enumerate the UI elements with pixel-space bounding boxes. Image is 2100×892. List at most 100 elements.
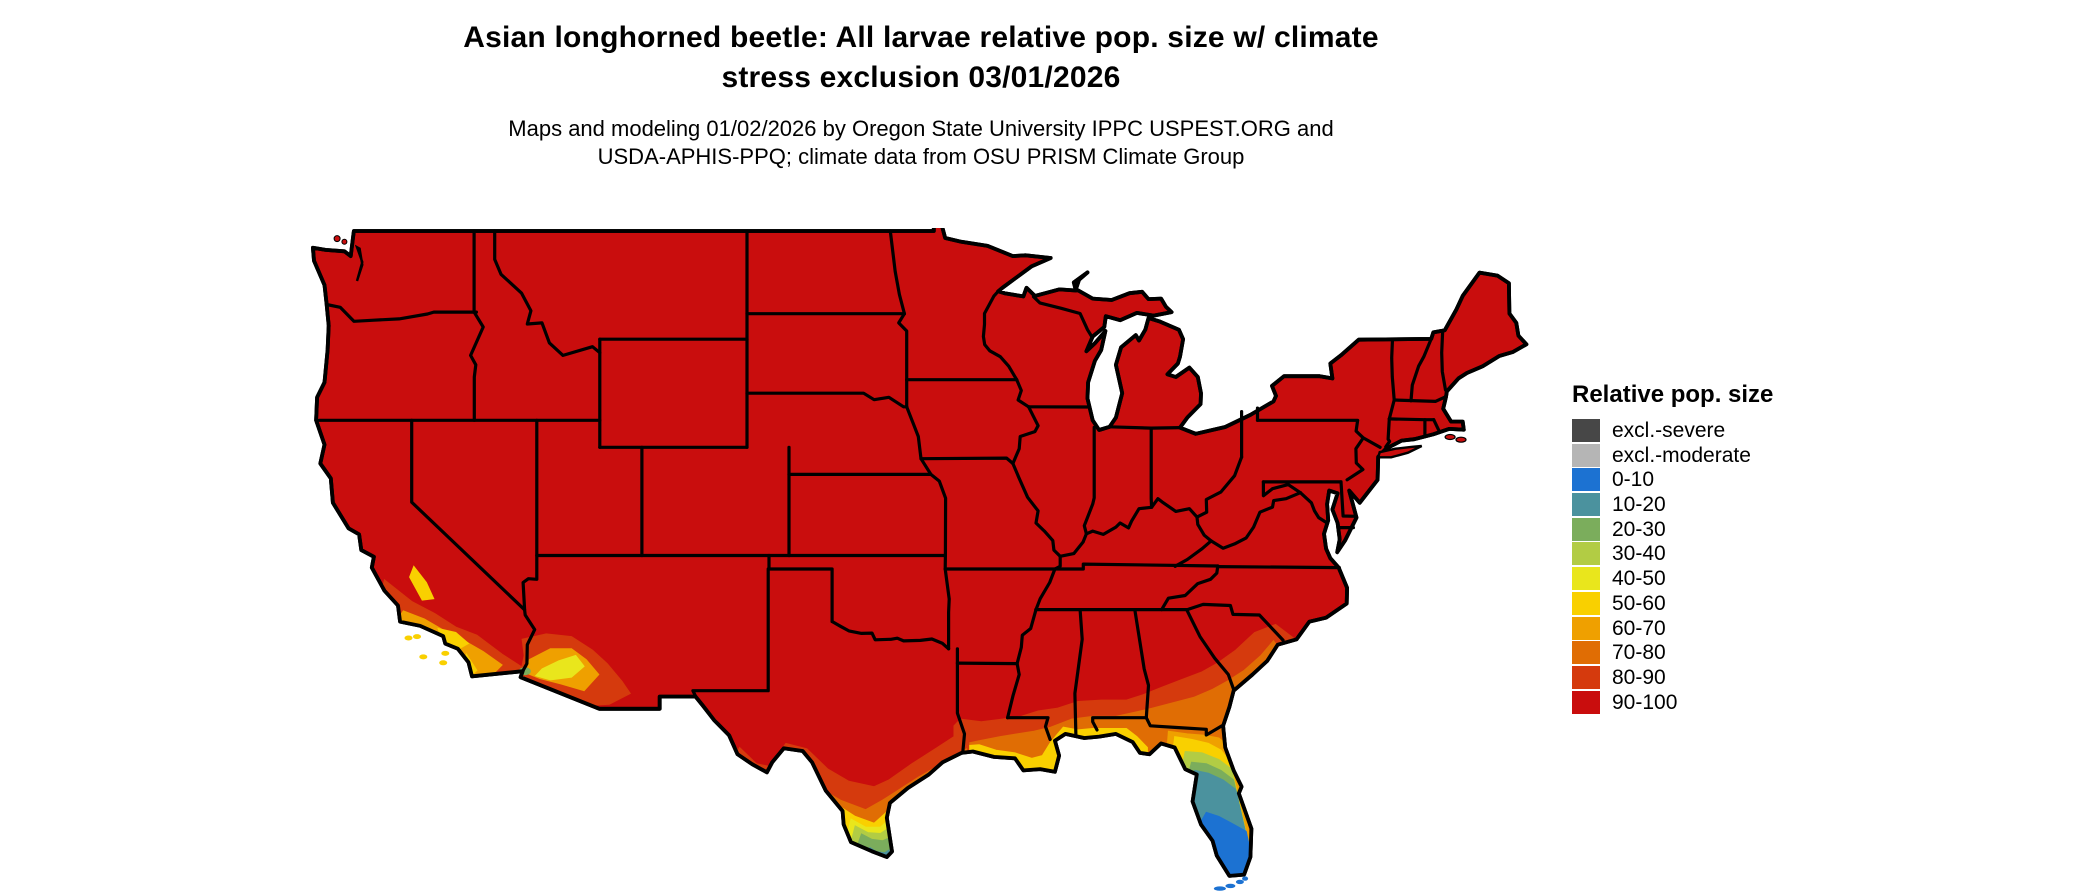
legend-item-excl-severe: excl.-severe xyxy=(1572,419,1773,442)
band-50-60 xyxy=(409,565,435,601)
legend-swatch-icon xyxy=(1572,665,1600,689)
state-border-line xyxy=(955,661,1019,666)
florida-keys xyxy=(1242,876,1249,881)
header: Asian longhorned beetle: All larvae rela… xyxy=(0,18,1842,171)
legend-swatch-icon xyxy=(1572,690,1600,714)
us-map-svg xyxy=(311,228,1529,891)
state-border-line xyxy=(1209,491,1302,550)
legend-item-label: 60-70 xyxy=(1612,616,1666,640)
state-border-line xyxy=(410,418,537,673)
state-border-line xyxy=(767,567,834,624)
band-40-50 xyxy=(534,654,585,681)
state-border-line xyxy=(897,312,909,382)
legend-item-label: 20-30 xyxy=(1612,517,1666,541)
legend-swatch-icon xyxy=(1572,567,1600,591)
legend-swatch-icon xyxy=(1572,443,1600,467)
state-border-line xyxy=(1387,417,1436,422)
state-border-line xyxy=(1011,461,1062,558)
islands xyxy=(333,235,1467,891)
florida-keys xyxy=(1225,883,1236,889)
state-border-line xyxy=(1432,418,1441,432)
state-border-line xyxy=(1160,564,1220,612)
legend-item-30-40: 30-40 xyxy=(1572,542,1773,566)
state-border-line xyxy=(1073,608,1084,738)
massachusetts-island xyxy=(1444,433,1456,441)
legend-item-20-30: 20-30 xyxy=(1572,517,1773,541)
legend-swatch-icon xyxy=(1572,641,1600,665)
state-border-line xyxy=(1215,565,1341,570)
state-border-line xyxy=(1084,497,1199,536)
legend-item-80-90: 80-90 xyxy=(1572,665,1773,689)
legend-item-label: excl.-severe xyxy=(1612,419,1726,442)
legend-items: excl.-severe excl.-moderate 0-10 10-20 20-30… xyxy=(1572,419,1773,714)
state-border-line xyxy=(1011,405,1040,466)
legend-swatch-icon xyxy=(1572,493,1600,517)
legend-item-0-10: 0-10 xyxy=(1572,468,1773,492)
state-border-line xyxy=(493,229,602,357)
channel-island xyxy=(413,634,421,640)
state-border-line xyxy=(1384,417,1392,449)
state-border-line xyxy=(1173,539,1213,568)
channel-island xyxy=(441,650,450,656)
state-border-line xyxy=(888,229,906,316)
legend-item-70-80: 70-80 xyxy=(1572,641,1773,665)
legend-item-label: 50-60 xyxy=(1612,591,1666,615)
massachusetts-island xyxy=(1455,436,1467,443)
san-juan-island xyxy=(333,235,341,243)
state-border-line xyxy=(1195,515,1213,543)
state-borders xyxy=(317,229,1448,754)
subtitle: Maps and modeling 01/02/2026 by Oregon S… xyxy=(0,115,1842,171)
state-border-line xyxy=(1261,480,1302,498)
state-border-line xyxy=(905,405,951,651)
state-border-line xyxy=(1006,567,1057,720)
legend-item-excl-moderate: excl.-moderate xyxy=(1572,443,1773,467)
state-border-line xyxy=(1345,419,1365,482)
legend-swatch-icon xyxy=(1572,419,1600,442)
legend-item-label: 0-10 xyxy=(1612,468,1655,492)
us-map xyxy=(300,228,1570,892)
state-border-line xyxy=(955,647,967,754)
subtitle-line1: Maps and modeling 01/02/2026 by Oregon S… xyxy=(508,116,1334,141)
state-border-line xyxy=(830,619,951,651)
legend-swatch-icon xyxy=(1572,542,1600,566)
legend-item-40-50: 40-50 xyxy=(1572,567,1773,591)
legend-item-50-60: 50-60 xyxy=(1572,591,1773,615)
legend-item-label: 80-90 xyxy=(1612,665,1666,689)
state-border-line xyxy=(1185,602,1285,642)
legend-item-label: 10-20 xyxy=(1612,493,1666,517)
state-border-line xyxy=(1082,425,1096,536)
legend-item-label: 90-100 xyxy=(1612,690,1678,714)
florida-keys xyxy=(1213,886,1226,891)
legend-item-label: 30-40 xyxy=(1612,542,1666,566)
puget-sound-inlet xyxy=(354,244,364,282)
san-juan-island xyxy=(341,238,348,245)
state-border-line xyxy=(1058,532,1088,558)
state-border-line xyxy=(1387,337,1396,421)
state-border-line xyxy=(1298,491,1329,525)
state-border-line xyxy=(1031,295,1094,339)
state-border-line xyxy=(1144,716,1224,737)
legend: Relative pop. size excl.-severe excl.-mod… xyxy=(1572,381,1773,715)
state-border-line xyxy=(1149,426,1182,430)
state-border-line xyxy=(1108,425,1153,430)
long-island xyxy=(1376,444,1423,459)
state-border-line xyxy=(1091,716,1148,732)
coastline xyxy=(311,228,1529,878)
channel-island xyxy=(439,660,448,666)
florida-keys xyxy=(1235,879,1244,885)
state-border-line xyxy=(1185,609,1236,691)
subtitle-line2: USDA-APHIS-PPQ; climate data from OSU PR… xyxy=(597,144,1245,169)
state-border-line xyxy=(325,302,478,323)
legend-swatch-icon xyxy=(1572,468,1600,492)
state-border-line xyxy=(1361,436,1382,449)
legend-item-label: 70-80 xyxy=(1612,641,1666,665)
legend-swatch-icon xyxy=(1572,517,1600,541)
state-border-line xyxy=(469,229,485,422)
legend-item-label: excl.-moderate xyxy=(1612,443,1751,467)
legend-item-label: 40-50 xyxy=(1612,567,1666,591)
state-border-line xyxy=(1409,337,1433,403)
state-border-line xyxy=(1195,455,1244,519)
state-border-line xyxy=(919,456,1015,466)
channel-island xyxy=(419,654,428,660)
